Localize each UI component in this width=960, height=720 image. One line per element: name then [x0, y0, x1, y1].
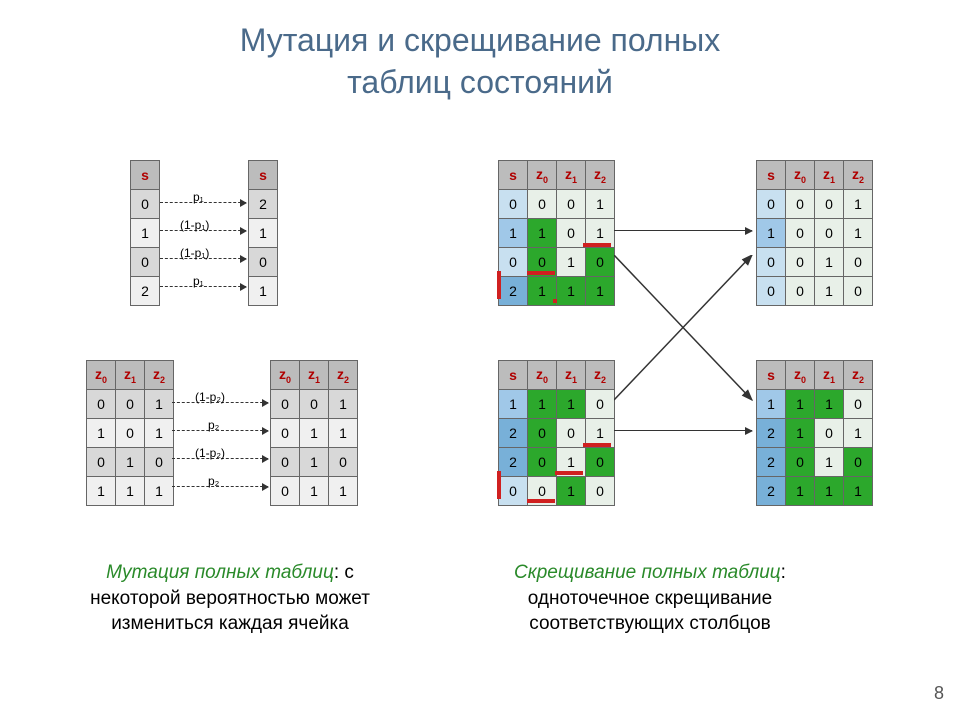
crossover-parent-bottom: sz0z1z2 1110 2001 2010 0010 — [498, 360, 615, 506]
red-mark — [583, 243, 611, 247]
mut-s-lbl-3: (1-p₁) — [180, 246, 209, 260]
mut-z-lbl-1: (1-p₂) — [195, 390, 225, 404]
caption-right-em: Скрещивание полных таблиц — [514, 562, 781, 583]
mut-z-lbl-2: p₂ — [208, 418, 219, 432]
page-title: Мутация и скрещивание полных таблиц сост… — [0, 0, 960, 103]
page-number: 8 — [934, 683, 944, 704]
red-mark — [497, 471, 501, 499]
caption-right: Скрещивание полных таблиц: одноточечное … — [460, 560, 840, 637]
mut-z-arrow-2 — [172, 430, 268, 431]
cross-arrows-icon — [614, 255, 756, 405]
cross-arrow-top — [614, 230, 752, 231]
crossover-parent-top: sz0z1z2 0001 1101 0010 2111 — [498, 160, 615, 306]
red-mark — [527, 499, 555, 503]
red-mark — [583, 443, 611, 447]
mut-z-lbl-3: (1-p₂) — [195, 446, 225, 460]
mut-z-lbl-4: p₂ — [208, 474, 219, 488]
title-l2: таблиц состояний — [347, 64, 613, 100]
crossover-child-top: sz0z1z2 0001 1001 0010 0010 — [756, 160, 873, 306]
title-l1: Мутация и скрещивание полных — [240, 22, 721, 58]
red-mark — [555, 471, 583, 475]
cross-arrow-bot — [614, 430, 752, 431]
caption-left-em: Мутация полных таблиц — [106, 562, 334, 583]
mut-s-lbl-2: (1-p₁) — [180, 218, 209, 232]
red-mark — [553, 299, 557, 303]
crossover-child-bottom: sz0z1z2 1110 2101 2010 2111 — [756, 360, 873, 506]
caption-left: Мутация полных таблиц: с некоторой вероя… — [60, 560, 400, 637]
red-mark — [527, 271, 555, 275]
red-mark — [497, 271, 501, 299]
mutation-s-left: s 0 1 0 2 — [130, 160, 160, 306]
mutation-z-right: z0z1z2 001 011 010 011 — [270, 360, 358, 506]
mut-s-lbl-1: p₁ — [193, 190, 204, 204]
mutation-s-right: s 2 1 0 1 — [248, 160, 278, 306]
mut-s-lbl-4: p₁ — [193, 274, 204, 288]
mutation-z-left: z0z1z2 001 101 010 111 — [86, 360, 174, 506]
mut-z-arrow-4 — [172, 486, 268, 487]
